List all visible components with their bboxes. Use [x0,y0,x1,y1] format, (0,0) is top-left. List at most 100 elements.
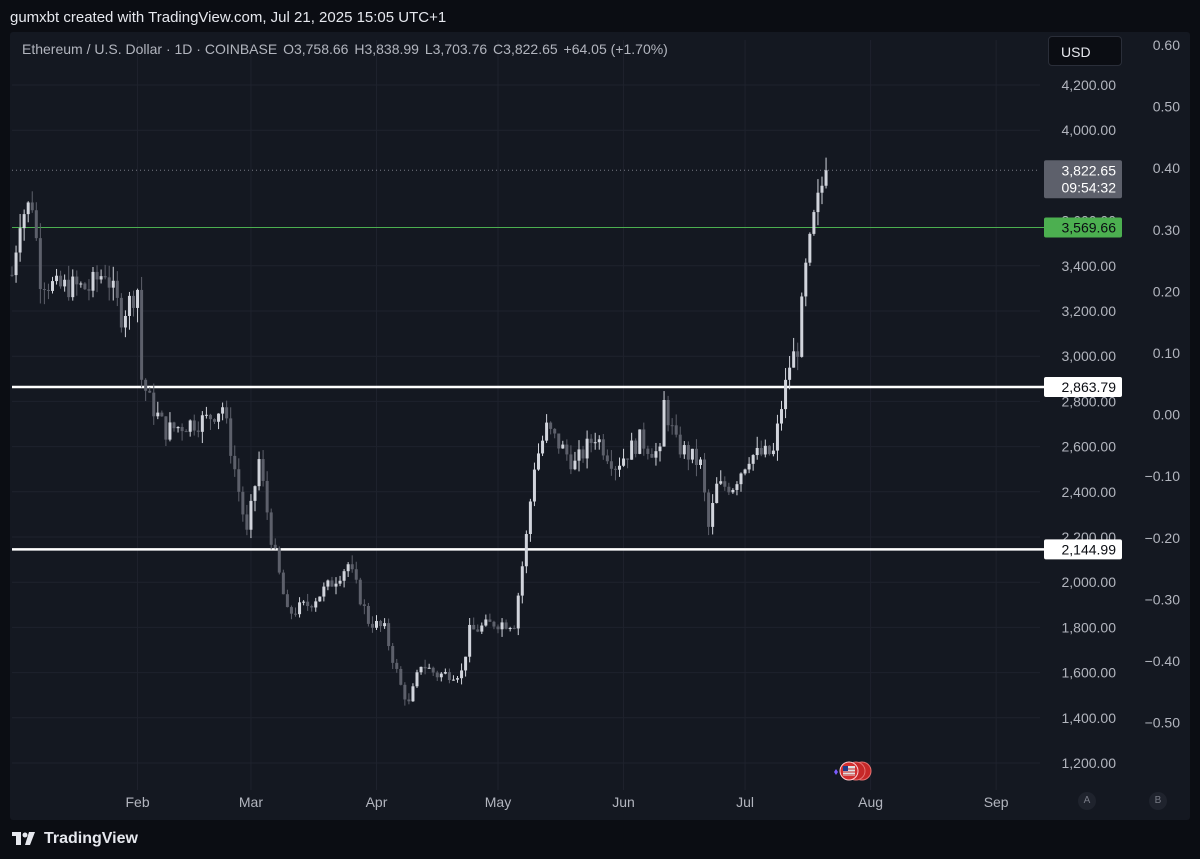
secondary-tick-label[interactable]: 0.20 [1153,283,1180,299]
candle-body [646,448,650,454]
secondary-tick-label[interactable]: 0.30 [1153,222,1180,238]
horizontal-lines[interactable] [12,169,1044,551]
time-tick-label[interactable]: Aug [858,794,883,810]
candle [609,450,613,476]
secondary-tick-label[interactable]: −0.30 [1145,591,1181,607]
candle-body [719,481,723,484]
candle-body [200,415,204,432]
price-tick-label[interactable]: 1,400.00 [1062,710,1117,726]
symbol-legend[interactable]: Ethereum / U.S. Dollar · 1D · COINBASE O… [22,41,670,57]
candle [784,368,788,419]
secondary-tick-label[interactable]: 0.40 [1153,160,1180,176]
candle-body [775,423,779,451]
candle-body [334,583,338,587]
secondary-tick-label[interactable]: 0.10 [1153,345,1180,361]
candle-body [350,564,354,570]
candle [310,604,314,612]
candle-body [678,434,682,455]
price-tick-label[interactable]: 3,200.00 [1062,303,1117,319]
price-tick-label[interactable]: 1,800.00 [1062,619,1117,635]
secondary-tick-label[interactable]: −0.40 [1145,653,1181,669]
footer [0,822,1200,859]
candle-body [342,571,346,581]
events-icon[interactable] [828,760,876,784]
candle [512,625,516,630]
time-tick-label[interactable]: Apr [366,794,388,810]
secondary-tick-label[interactable]: 0.50 [1153,99,1180,115]
candle [180,423,184,441]
candle [123,310,127,338]
secondary-tick-label[interactable]: −0.20 [1145,530,1181,546]
level-label: 2,144.99 [1062,541,1117,557]
price-tick-label[interactable]: 2,400.00 [1062,484,1117,500]
price-tick-label[interactable]: 3,400.00 [1062,258,1117,274]
secondary-tick-label[interactable]: −0.50 [1145,715,1181,731]
candle-body [204,414,208,416]
secondary-axis[interactable]: 0.60 0.50 0.40 0.30 0.20 0.10 0.00 −0.10 −0.20 −0… [1145,37,1181,731]
candle [338,575,342,587]
candle [241,486,245,522]
price-tick-label[interactable]: 4,200.00 [1062,77,1117,93]
candle [51,276,54,294]
candle-body [755,447,759,456]
candle [690,448,694,464]
candle [472,617,476,630]
candle [553,428,557,439]
candle-body [468,624,472,657]
candle [468,618,472,663]
candle-body [460,670,464,679]
candle-body [144,379,148,391]
candle-body [362,604,366,606]
time-tick-label[interactable]: May [485,794,511,810]
candle [816,179,820,226]
candle [314,597,318,612]
chart-panel[interactable] [10,32,1190,820]
candle-body [642,429,646,449]
candle-body [387,623,391,647]
time-tick-label[interactable]: Feb [125,794,149,810]
candle-body [597,439,601,443]
candle-body [34,210,38,239]
candle [780,400,783,431]
auto-scale-button[interactable]: A [1078,792,1096,810]
candle [492,620,496,630]
candle [613,466,617,481]
candle [67,265,71,301]
candle-body [233,455,237,470]
candle [735,481,739,496]
candle-body [626,458,630,460]
price-tick-label[interactable]: 1,200.00 [1062,755,1117,771]
time-tick-label[interactable]: Sep [984,794,1009,810]
price-tick-label[interactable]: 1,600.00 [1062,665,1117,681]
candle [488,613,492,622]
price-tick-label[interactable]: 4,000.00 [1062,122,1117,138]
time-tick-label[interactable]: Jul [736,794,754,810]
candle [213,418,216,425]
price-tick-label[interactable]: 2,600.00 [1062,439,1117,455]
secondary-tick-label[interactable]: 0.00 [1153,407,1180,423]
secondary-tick-label[interactable]: −0.10 [1145,468,1181,484]
log-scale-button[interactable]: B [1149,792,1167,810]
candle [18,213,22,262]
candle-body [609,461,613,469]
price-axis[interactable]: 4,200.00 4,000.00 3,400.00 3,200.00 3,000.00… [1062,77,1117,771]
secondary-tick-label[interactable]: 0.60 [1153,37,1180,53]
candle [407,693,411,705]
time-tick-label[interactable]: Mar [239,794,263,810]
candle-body [241,491,245,515]
time-axis[interactable]: Feb Mar Apr May Jun Jul Aug Sep [125,794,1008,810]
candle [723,476,727,491]
price-tick-label[interactable]: 2,800.00 [1062,393,1117,409]
price-tick-label[interactable]: 3,000.00 [1062,348,1117,364]
tradingview-logo[interactable]: TradingView [12,828,138,850]
price-tick-label[interactable]: 2,000.00 [1062,574,1117,590]
candle [265,471,269,520]
candle-body [792,351,796,368]
time-tick-label[interactable]: Jun [612,794,635,810]
currency-button[interactable]: USD [1048,36,1122,66]
candle [755,436,759,460]
candle [111,266,115,301]
candle [289,605,293,620]
candle [796,342,800,371]
